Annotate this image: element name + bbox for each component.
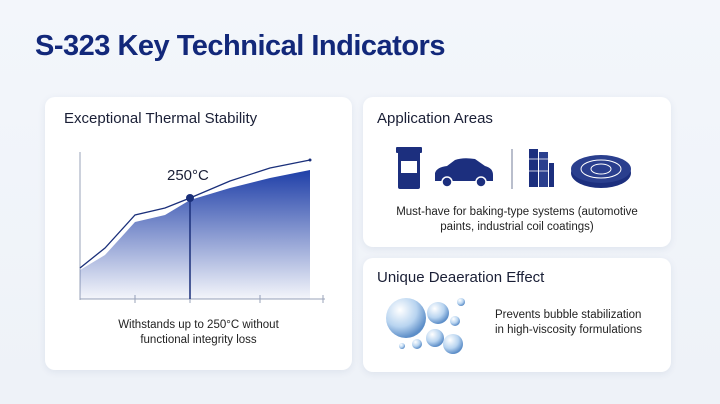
thermal-chart [79, 152, 325, 303]
application-card: Application Areas Must-have for baking-t… [363, 97, 671, 247]
description: Must-have for baking-type systems (autom… [363, 205, 671, 235]
slide-title: S-323 Key Technical Indicators [35, 30, 445, 62]
thermal-card: Exceptional Thermal Stability 250°C With… [45, 97, 352, 370]
description: Prevents bubble stabilization in high-vi… [495, 308, 642, 338]
card-heading: Exceptional Thermal Stability [64, 110, 258, 127]
description-line: paints, industrial coil coatings) [440, 221, 594, 233]
caption-line: Withstands up to 250°C without [118, 319, 279, 331]
temperature-annotation: 250°C [167, 167, 209, 184]
description-line: Prevents bubble stabilization [495, 309, 642, 321]
card-heading: Application Areas [377, 110, 493, 127]
description-line: in high-viscosity formulations [495, 324, 643, 336]
application-icons [396, 147, 631, 189]
card-heading: Unique Deaeration Effect [377, 269, 545, 286]
bubbles-icon [386, 298, 465, 354]
deaeration-card: Unique Deaeration Effect Prevents bubble… [363, 258, 671, 372]
caption-line: functional integrity loss [140, 334, 257, 346]
description-line: Must-have for baking-type systems (autom… [396, 206, 638, 218]
caption: Withstands up to 250°C without functiona… [45, 318, 352, 348]
